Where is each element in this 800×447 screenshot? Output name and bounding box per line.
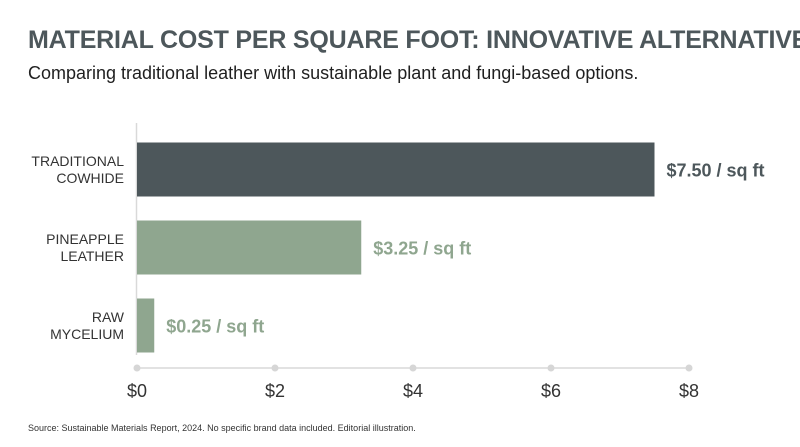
bar	[137, 142, 655, 197]
x-tick-label: $6	[541, 381, 561, 401]
bar-value-label: $0.25 / sq ft	[166, 317, 264, 337]
category-label: PINEAPPLE	[46, 231, 124, 247]
x-tick-label: $0	[127, 381, 147, 401]
bars-group	[137, 142, 655, 353]
x-tick-marker	[547, 364, 555, 372]
x-tick-marker	[271, 364, 279, 372]
category-label: RAW	[92, 309, 125, 325]
category-label: COWHIDE	[56, 170, 124, 186]
x-tick-marker	[685, 364, 693, 372]
bar	[137, 220, 362, 275]
chart-subtitle: Comparing traditional leather with susta…	[28, 63, 639, 83]
x-tick-label: $2	[265, 381, 285, 401]
x-tick-label: $4	[403, 381, 423, 401]
chart-title: MATERIAL COST PER SQUARE FOOT: INNOVATIV…	[28, 26, 800, 54]
bar-value-label: $3.25 / sq ft	[373, 239, 471, 259]
category-label: LEATHER	[60, 248, 124, 264]
category-label: MYCELIUM	[50, 326, 124, 342]
x-tick-label: $8	[679, 381, 699, 401]
x-tick-marker	[133, 364, 141, 372]
source-note: Source: Sustainable Materials Report, 20…	[28, 423, 416, 433]
category-label: TRADITIONAL	[31, 153, 124, 169]
x-tick-marker	[409, 364, 417, 372]
bar	[137, 298, 155, 353]
value-labels-group: $7.50 / sq ft $3.25 / sq ft $0.25 / sq ft	[166, 161, 764, 337]
bar-value-label: $7.50 / sq ft	[667, 161, 765, 181]
x-axis-group: $0 $2 $4 $6 $8	[127, 364, 699, 401]
